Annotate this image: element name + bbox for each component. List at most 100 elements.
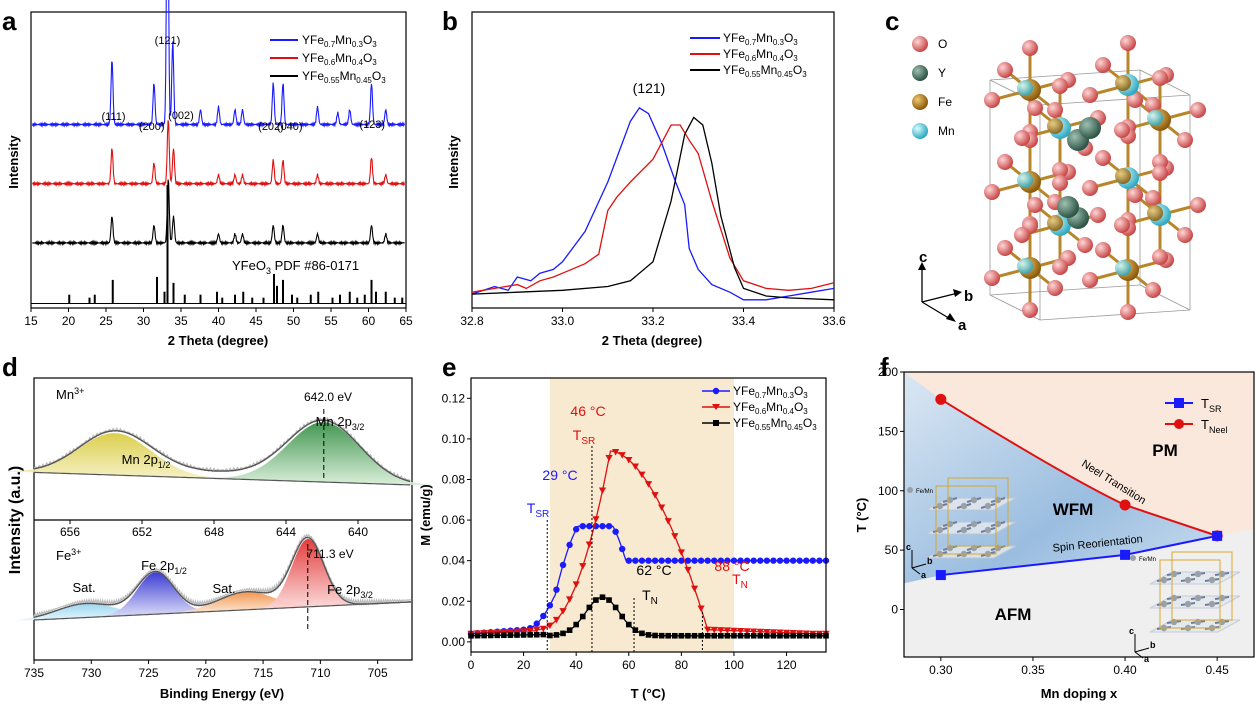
x-tick-label: 0.40 [1113, 663, 1137, 677]
mini-axis-b: b [1150, 640, 1156, 650]
mt-point [730, 627, 738, 635]
x-tick-label: 710 [310, 666, 330, 680]
mt-point [553, 632, 560, 638]
fe-raw-data [33, 533, 412, 619]
x-tick-label: 705 [368, 666, 388, 680]
x-tick-label: 45 [249, 314, 263, 328]
oxygen-atom [1190, 197, 1206, 213]
legend-label: YFe0.55Mn0.45O3 [733, 416, 817, 432]
panel-d-ticks: 656 652 648 644 640 735 730 725 720 715 710 705 [24, 520, 388, 680]
mt-point [539, 625, 547, 633]
panel-a-reference-label: YFeO3 PDF #86-0171 [232, 258, 359, 276]
mt-point [731, 632, 737, 639]
mt-point [737, 557, 744, 564]
oxygen-atom [1082, 272, 1098, 288]
mt-point [474, 632, 481, 639]
y-tick-label: 0.06 [442, 513, 466, 527]
mt-point [585, 541, 593, 548]
oxygen-atom [1145, 282, 1161, 298]
tneel-curve [940, 398, 1218, 537]
pm-label: PM [1152, 441, 1178, 460]
mt-point [697, 557, 705, 564]
mt-point [612, 449, 620, 456]
fe-mn-label: Fe/Mn [916, 489, 933, 495]
mn-peak-value: 642.0 eV [304, 390, 352, 404]
yttrium-atom [1057, 196, 1079, 218]
yttrium-atom [1079, 117, 1101, 139]
mt-point [658, 557, 665, 564]
legend-label: YFe0.55Mn0.45O3 [723, 63, 807, 79]
lattice-atom [960, 526, 968, 534]
oxygen-atom [1047, 102, 1063, 118]
panel-e-x-label: T (°C) [631, 686, 666, 701]
mt-point [527, 632, 533, 638]
mini-axis-b: b [927, 556, 933, 566]
mt-point [579, 563, 587, 570]
oxygen-atom [1114, 217, 1130, 233]
mt-point [599, 522, 606, 530]
y-tick-label: 0.10 [442, 432, 466, 446]
mt-point [546, 622, 554, 630]
axis-a-label: a [958, 317, 967, 334]
atom-legend-marker [912, 36, 928, 52]
oxygen-atom [1177, 227, 1193, 243]
mt-point [579, 613, 586, 620]
mt-point [553, 586, 560, 593]
oxygen-atom [1152, 70, 1168, 86]
oxygen-atom [1027, 197, 1043, 213]
y-tick-label: 0.00 [442, 635, 466, 649]
transition-temperature: 46 °C [570, 403, 605, 419]
panel-d-y-label: Intensity (a.u.) [7, 466, 24, 574]
b-site-atom [1047, 215, 1063, 231]
y-tick-label: 0.02 [442, 594, 466, 608]
mt-point [678, 632, 685, 639]
x-tick-label: 33.6 [822, 314, 846, 328]
mt-point [776, 557, 784, 564]
y-tick-label: 0 [891, 603, 898, 617]
oxygen-atom [1095, 57, 1111, 73]
mt-point [546, 602, 554, 609]
mt-point [770, 632, 777, 639]
mt-point [507, 632, 514, 638]
oxygen-atom [1177, 132, 1193, 148]
top-x-tick-label: 652 [132, 525, 152, 539]
fe-peak-label: Sat. [212, 581, 235, 596]
mt-point [783, 557, 790, 564]
oxygen-atom [1077, 237, 1093, 253]
atom-legend-label: O [938, 37, 947, 51]
panel-f-ticks: 0.30 0.35 0.40 0.45 0 50 100 150 200 [878, 365, 1229, 677]
lattice-atom [1160, 576, 1168, 584]
mt-point [513, 628, 521, 636]
mt-point [612, 604, 619, 611]
mt-point [526, 627, 534, 635]
lattice-cell [1159, 559, 1221, 629]
mt-point [684, 566, 692, 574]
mt-point [704, 626, 712, 634]
mt-point [533, 631, 540, 638]
mt-point [487, 632, 494, 639]
lattice-atom [1184, 576, 1192, 584]
mn-raw-data [33, 416, 411, 481]
panel-a-x-ticks: 15 20 25 30 35 40 45 50 55 60 65 [24, 308, 413, 328]
oxygen-atom [1145, 190, 1161, 206]
wfm-label: WFM [1053, 500, 1094, 519]
mt-point [644, 481, 653, 488]
mt-point [664, 518, 672, 525]
mt-point [710, 626, 718, 634]
mt-point [750, 628, 758, 635]
legend-label: YFe0.6Mn0.4O3 [733, 400, 808, 416]
b-site-atom [1017, 172, 1033, 188]
b-site-atom [1115, 168, 1131, 184]
mt-point [631, 463, 639, 471]
oxygen-atom [1152, 249, 1168, 265]
mt-point [736, 627, 745, 635]
legend-label: YFe0.55Mn0.45O3 [302, 69, 386, 85]
tneel-point [1119, 499, 1131, 511]
atom-legend-marker [912, 123, 928, 139]
mt-point [598, 487, 607, 494]
mt-point [506, 628, 515, 636]
peak-label: (040) [277, 121, 303, 133]
peak-label: (200) [139, 121, 165, 133]
cell-edge [989, 284, 1141, 296]
